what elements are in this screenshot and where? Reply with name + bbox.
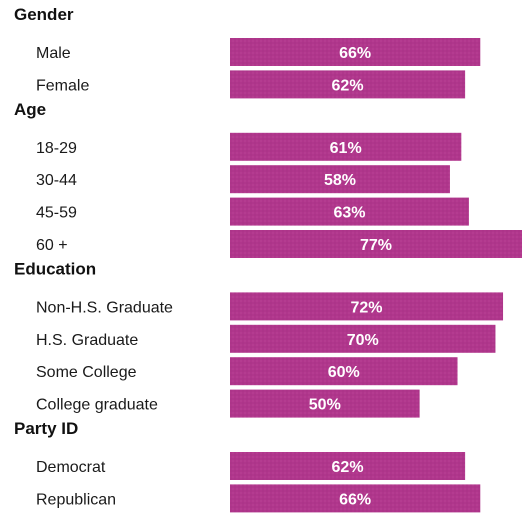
group-label-gender: Gender — [14, 5, 74, 24]
category-label-h-s-graduate: H.S. Graduate — [36, 332, 138, 349]
value-label-18-29: 61% — [330, 140, 362, 157]
bar-college-graduate — [230, 389, 420, 418]
bar-45-59 — [230, 197, 469, 226]
bar-male — [230, 38, 481, 66]
bar-some-college — [230, 357, 458, 386]
value-label-60: 77% — [360, 237, 392, 254]
value-label-30-44: 58% — [324, 172, 356, 189]
category-label-republican: Republican — [36, 491, 116, 508]
category-label-male: Male — [36, 45, 71, 62]
bar-democrat — [230, 452, 466, 480]
bar-non-h-s-graduate — [230, 292, 504, 321]
value-label-male: 66% — [339, 45, 371, 62]
category-label-college-graduate: College graduate — [36, 397, 158, 414]
value-label-female: 62% — [332, 77, 364, 94]
category-label-18-29: 18-29 — [36, 140, 77, 157]
group-label-party-id: Party ID — [14, 419, 78, 438]
group-gender: Gender Male 66% Female 62% — [14, 5, 481, 99]
bar-republican — [230, 484, 481, 513]
value-label-non-h-s-graduate: 72% — [351, 299, 383, 316]
value-label-45-59: 63% — [333, 205, 365, 222]
bar-female — [230, 70, 466, 99]
category-label-some-college: Some College — [36, 364, 137, 381]
group-age: Age 18-29 61% 30-44 58% 45-59 63% 60 + 77% — [14, 100, 522, 258]
category-label-non-h-s-graduate: Non-H.S. Graduate — [36, 299, 173, 316]
plot-area: Gender Male 66% Female 62% Age 18-29 61% 30-44 58… — [14, 5, 522, 513]
bar-60 — [230, 230, 522, 258]
bar-30-44 — [230, 165, 450, 194]
value-label-democrat: 62% — [332, 459, 364, 476]
category-label-female: Female — [36, 77, 89, 94]
group-label-age: Age — [14, 100, 46, 119]
value-label-h-s-graduate: 70% — [347, 332, 379, 349]
category-label-30-44: 30-44 — [36, 172, 77, 189]
clipped-top-text — [0, 0, 522, 3]
category-label-45-59: 45-59 — [36, 205, 77, 222]
bar-h-s-graduate — [230, 324, 496, 353]
value-label-republican: 66% — [339, 491, 371, 508]
group-label-education: Education — [14, 259, 96, 278]
category-label-60: 60 + — [36, 237, 68, 254]
group-party-id: Party ID Democrat 62% Republican 66% — [14, 419, 481, 513]
group-education: Education Non-H.S. Graduate 72% H.S. Gradua… — [14, 259, 504, 418]
value-label-college-graduate: 50% — [309, 397, 341, 414]
bar-18-29 — [230, 132, 462, 161]
category-label-democrat: Democrat — [36, 459, 106, 476]
value-label-some-college: 60% — [328, 364, 360, 381]
